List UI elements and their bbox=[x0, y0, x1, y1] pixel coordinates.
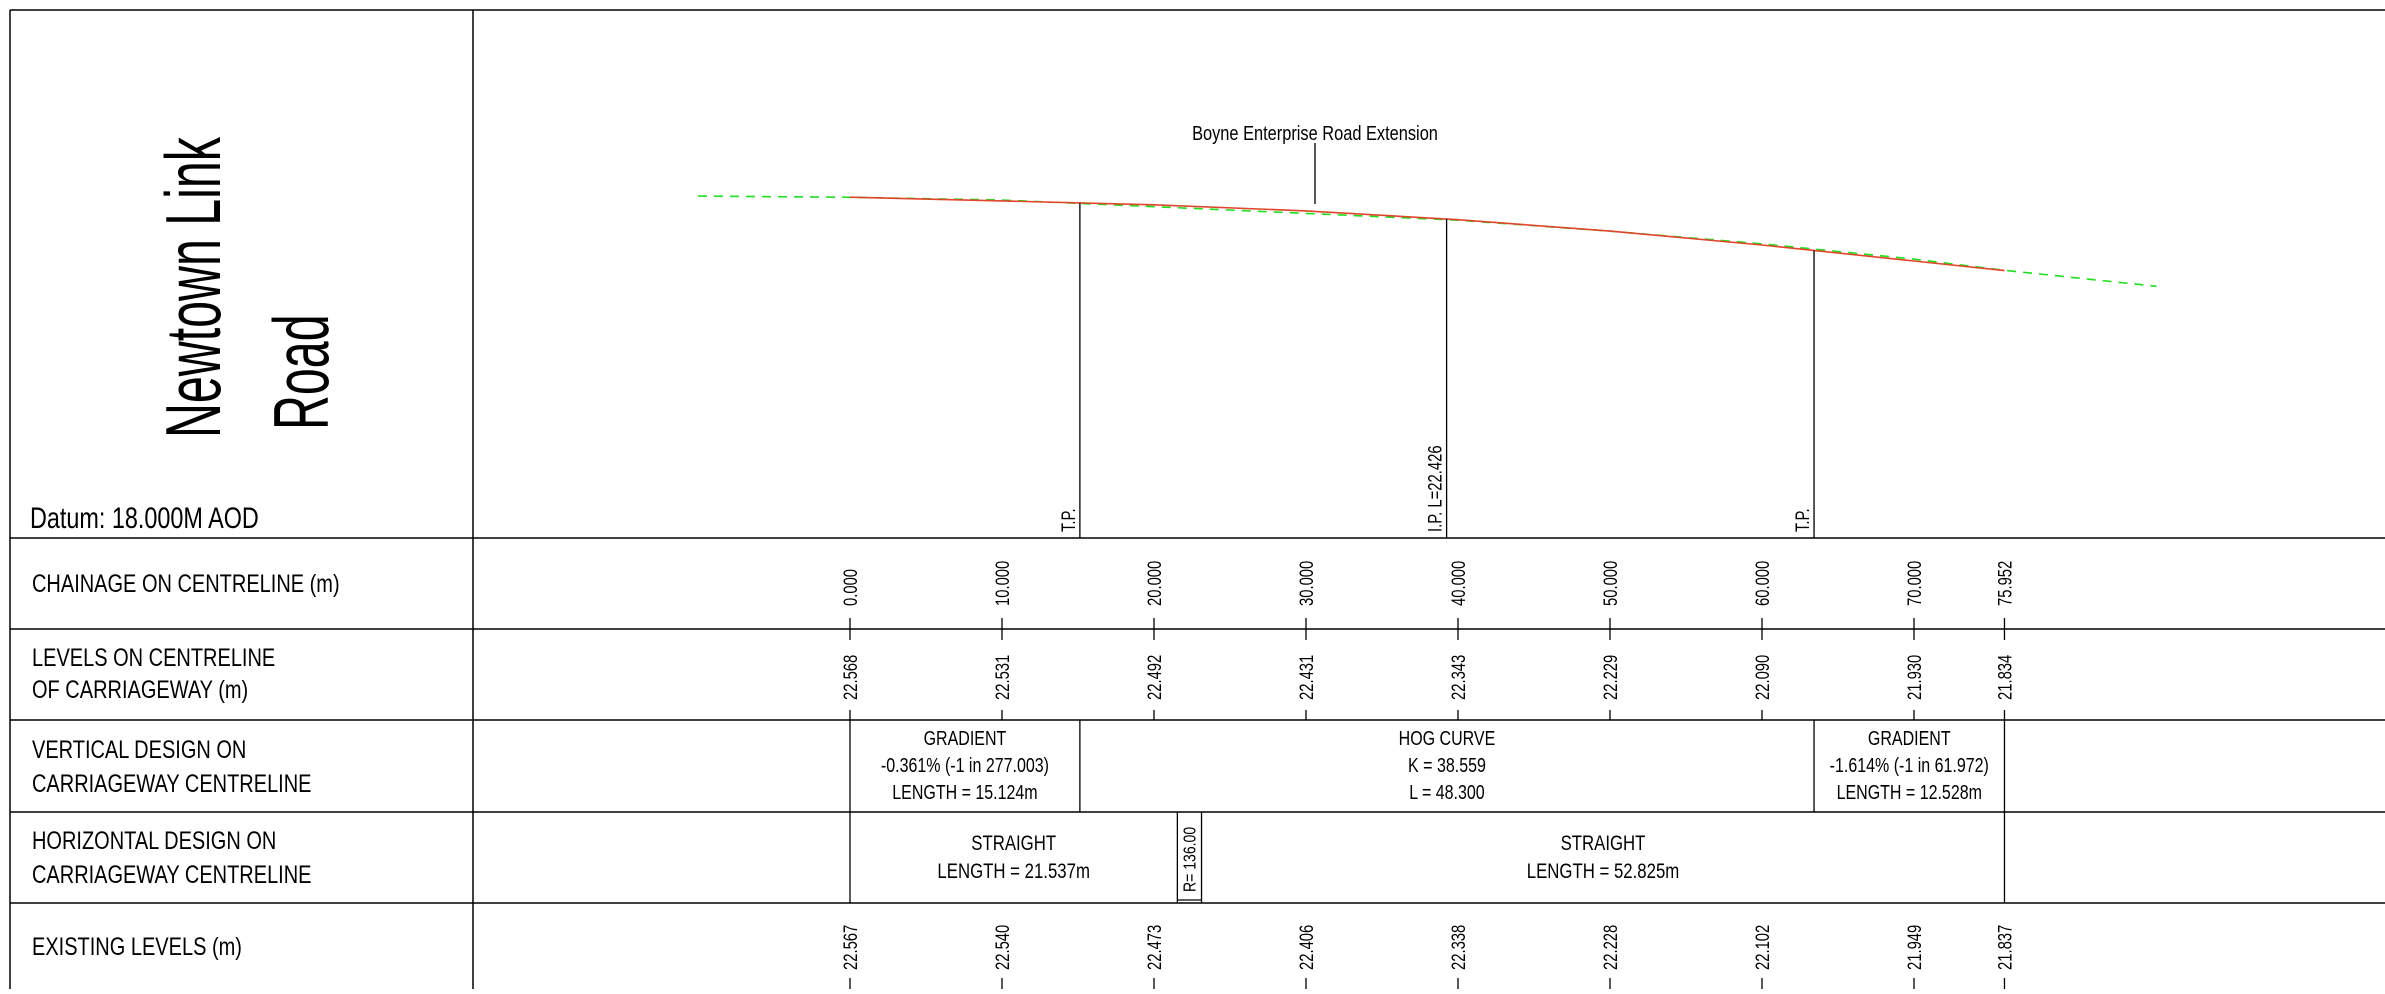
horizontal-design-text: STRAIGHT bbox=[1561, 832, 1646, 855]
existing-level-value: 22.338 bbox=[1448, 925, 1469, 970]
marker-label: T.P. bbox=[1058, 508, 1079, 532]
chainage-value: 75.952 bbox=[1995, 561, 2016, 606]
chainage-value: 30.000 bbox=[1296, 561, 1317, 606]
drawing-title-line1: Newtown Link bbox=[149, 137, 237, 438]
level-value: 22.531 bbox=[992, 655, 1013, 700]
levels-row-label-2: OF CARRIAGEWAY (m) bbox=[32, 676, 248, 704]
existing-level-value: 22.473 bbox=[1144, 925, 1165, 970]
vertical-design-text: -1.614% (-1 in 61.972) bbox=[1830, 754, 1989, 776]
level-value: 22.431 bbox=[1296, 655, 1317, 700]
vertical-design-text: LENGTH = 15.124m bbox=[892, 781, 1037, 803]
level-value: 22.090 bbox=[1752, 655, 1773, 700]
existing-level-value: 21.837 bbox=[1995, 925, 2016, 970]
vertical-design-text: LENGTH = 12.528m bbox=[1837, 781, 1982, 803]
table-frame bbox=[9, 9, 2385, 989]
dynamic-layer: 0.000 22.568 22.567 10.000 22.531 22.540 20.00… bbox=[840, 202, 2016, 989]
drawing-title-line2: Road bbox=[257, 314, 345, 430]
existing-level-value: 22.228 bbox=[1600, 925, 1621, 970]
chainage-value: 10.000 bbox=[992, 561, 1013, 606]
existing-level-value: 21.949 bbox=[1904, 925, 1925, 970]
level-value: 21.834 bbox=[1995, 655, 2016, 700]
row-labels: CHAINAGE ON CENTRELINE (m) LEVELS ON CEN… bbox=[32, 570, 340, 961]
horizontal-row-label-1: HORIZONTAL DESIGN ON bbox=[32, 827, 276, 855]
horizontal-design-text: LENGTH = 52.825m bbox=[1527, 860, 1680, 883]
level-value: 22.343 bbox=[1448, 655, 1469, 700]
existing-level-value: 22.540 bbox=[992, 925, 1013, 970]
chainage-value: 70.000 bbox=[1904, 561, 1925, 606]
level-value: 22.229 bbox=[1600, 655, 1621, 700]
existing-row-label: EXISTING LEVELS (m) bbox=[32, 933, 242, 961]
horizontal-design-text: STRAIGHT bbox=[971, 832, 1056, 855]
vertical-design-text: L = 48.300 bbox=[1409, 781, 1484, 803]
existing-level-value: 22.567 bbox=[840, 925, 861, 970]
level-value: 21.930 bbox=[1904, 655, 1925, 700]
existing-level-value: 22.102 bbox=[1752, 925, 1773, 970]
existing-level-value: 22.406 bbox=[1296, 925, 1317, 970]
chainage-value: 40.000 bbox=[1448, 561, 1469, 606]
design-road-line bbox=[849, 196, 2005, 272]
road-label: Boyne Enterprise Road Extension bbox=[1192, 121, 1438, 144]
marker-label: T.P. bbox=[1792, 508, 1813, 532]
level-value: 22.568 bbox=[840, 655, 861, 700]
datum-label: Datum: 18.000M AOD bbox=[30, 501, 259, 534]
vertical-row-label-1: VERTICAL DESIGN ON bbox=[32, 736, 246, 764]
vertical-design-text: GRADIENT bbox=[1868, 727, 1951, 749]
chainage-value: 50.000 bbox=[1600, 561, 1621, 606]
chainage-value: 0.000 bbox=[840, 569, 861, 606]
horizontal-row-label-2: CARRIAGEWAY CENTRELINE bbox=[32, 861, 312, 889]
vertical-design-text: HOG CURVE bbox=[1399, 727, 1496, 749]
chainage-row-label: CHAINAGE ON CENTRELINE (m) bbox=[32, 570, 340, 598]
vertical-design-text: GRADIENT bbox=[924, 727, 1007, 749]
chainage-value: 20.000 bbox=[1144, 561, 1165, 606]
vertical-design-text: -0.361% (-1 in 277.003) bbox=[881, 754, 1049, 776]
curve-radius-label: R= 136.00 bbox=[1180, 827, 1200, 892]
horizontal-design-text: LENGTH = 21.537m bbox=[937, 860, 1090, 883]
level-value: 22.492 bbox=[1144, 655, 1165, 700]
levels-row-label-1: LEVELS ON CENTRELINE bbox=[32, 644, 275, 672]
marker-label: I.P. L=22.426 bbox=[1425, 445, 1446, 532]
vertical-design-text: K = 38.559 bbox=[1408, 754, 1486, 776]
existing-ground-line bbox=[697, 195, 2157, 288]
vertical-row-label-2: CARRIAGEWAY CENTRELINE bbox=[32, 770, 312, 798]
chainage-value: 60.000 bbox=[1752, 561, 1773, 606]
